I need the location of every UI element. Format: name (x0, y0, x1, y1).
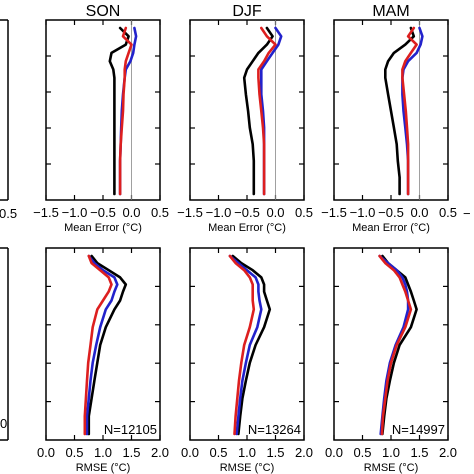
partial-top-tick-label: 0.5 (0, 206, 17, 221)
series-line-black (108, 26, 130, 196)
x-tick-label: 0.5 (209, 445, 227, 460)
x-tick-label: 0.5 (439, 205, 457, 220)
x-tick-label: 0.5 (151, 205, 169, 220)
plot-frame (333, 247, 449, 441)
x-tick-label: 0.0 (410, 205, 428, 220)
series-line-black (231, 254, 272, 436)
x-tick-label: 0.0 (325, 445, 343, 460)
chart-panel-SON-rmse: 0.0 0.5 1.0 1.5 2.0 RMSE (°C) N=12105 (37, 247, 169, 474)
series-line-red (228, 254, 256, 436)
series-line-red (257, 26, 277, 196)
x-tick-label: −0.5 (90, 205, 116, 220)
x-tick-label: 0.5 (353, 445, 371, 460)
x-axis-label: Mean Error (°C) (352, 222, 430, 234)
series-line-black (383, 26, 416, 196)
x-tick-label: 2.0 (439, 445, 457, 460)
x-tick-label: −0.5 (378, 205, 404, 220)
panel-title: SON (86, 3, 121, 20)
x-tick-label: −1.0 (206, 205, 232, 220)
plot-frame (45, 247, 161, 441)
x-tick-label: 1.5 (122, 445, 140, 460)
x-tick-label: 1.0 (382, 445, 400, 460)
x-tick-label: 1.5 (266, 445, 284, 460)
series-line-black (87, 254, 128, 436)
x-tick-label: 0.0 (181, 445, 199, 460)
x-axis-label: RMSE (°C) (364, 462, 419, 474)
x-axis-label: RMSE (°C) (76, 462, 131, 474)
partial-bottom-n-label: 0 (0, 416, 7, 431)
x-tick-label: −1.5 (321, 205, 347, 220)
chart-panel-DJF-mean-error: −1.5 −1.0 −0.5 0.0 0.5 Mean Error (°C) DJF (177, 3, 313, 234)
chart-panel-MAM-mean-error: −1.5 −1.0 −0.5 0.0 0.5 Mean Error (°C) MAM (321, 3, 457, 234)
x-tick-label: 0.5 (295, 205, 313, 220)
series-line-blue (85, 254, 119, 436)
x-tick-label: 1.5 (410, 445, 428, 460)
series-line-red (401, 26, 418, 196)
x-axis-label: Mean Error (°C) (208, 222, 286, 234)
x-tick-label: 0.0 (266, 205, 284, 220)
series-line-black (381, 254, 418, 436)
partial-left-panels: 0.5 0 (0, 19, 17, 441)
sample-count-label: N=12105 (104, 422, 157, 437)
x-axis-label: Mean Error (°C) (64, 222, 142, 234)
x-tick-label: 1.0 (238, 445, 256, 460)
x-tick-label: −0.5 (234, 205, 260, 220)
sample-count-label: N=13264 (248, 422, 301, 437)
x-axis-label: RMSE (°C) (220, 462, 275, 474)
series-line-red (83, 254, 113, 436)
chart-panel-SON-mean-error: −1.5 −1.0 −0.5 0.0 0.5 Mean Error (°C) SON (33, 3, 169, 234)
x-tick-label: −1.5 (177, 205, 203, 220)
x-tick-label: 2.0 (151, 445, 169, 460)
series-line-black (242, 26, 274, 196)
x-tick-label: 0.0 (37, 445, 55, 460)
x-tick-label: 0.0 (122, 205, 140, 220)
x-tick-label: −1.5 (33, 205, 59, 220)
x-tick-label: 1.0 (94, 445, 112, 460)
series-line-blue (228, 254, 263, 436)
x-tick-label: −1.0 (350, 205, 376, 220)
sample-count-label: N=14997 (392, 422, 445, 437)
panel-title: DJF (232, 3, 262, 20)
x-tick-label: 0.5 (65, 445, 83, 460)
series-line-red (378, 254, 413, 436)
plot-frame (45, 19, 161, 201)
chart-panel-DJF-rmse: 0.0 0.5 1.0 1.5 2.0 RMSE (°C) N=13264 (181, 247, 313, 474)
partial-right-tick-top: − (463, 206, 471, 221)
series-line-red (118, 26, 133, 196)
panel-title: MAM (372, 3, 409, 20)
plot-frame (189, 247, 305, 441)
chart-panel-MAM-rmse: 0.0 0.5 1.0 1.5 2.0 RMSE (°C) N=14997 (325, 247, 457, 474)
x-tick-label: 2.0 (295, 445, 313, 460)
x-tick-label: −1.0 (62, 205, 88, 220)
